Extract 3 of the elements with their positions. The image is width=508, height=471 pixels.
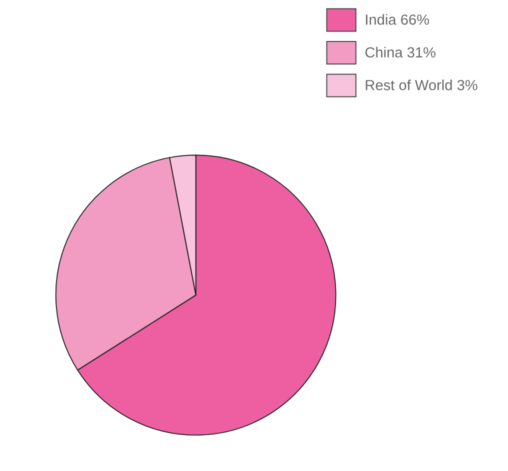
legend-label: India 66% (366, 14, 430, 25)
legend-label: Rest of World 3% (366, 80, 478, 90)
legend-label: China 31% (365, 46, 436, 58)
